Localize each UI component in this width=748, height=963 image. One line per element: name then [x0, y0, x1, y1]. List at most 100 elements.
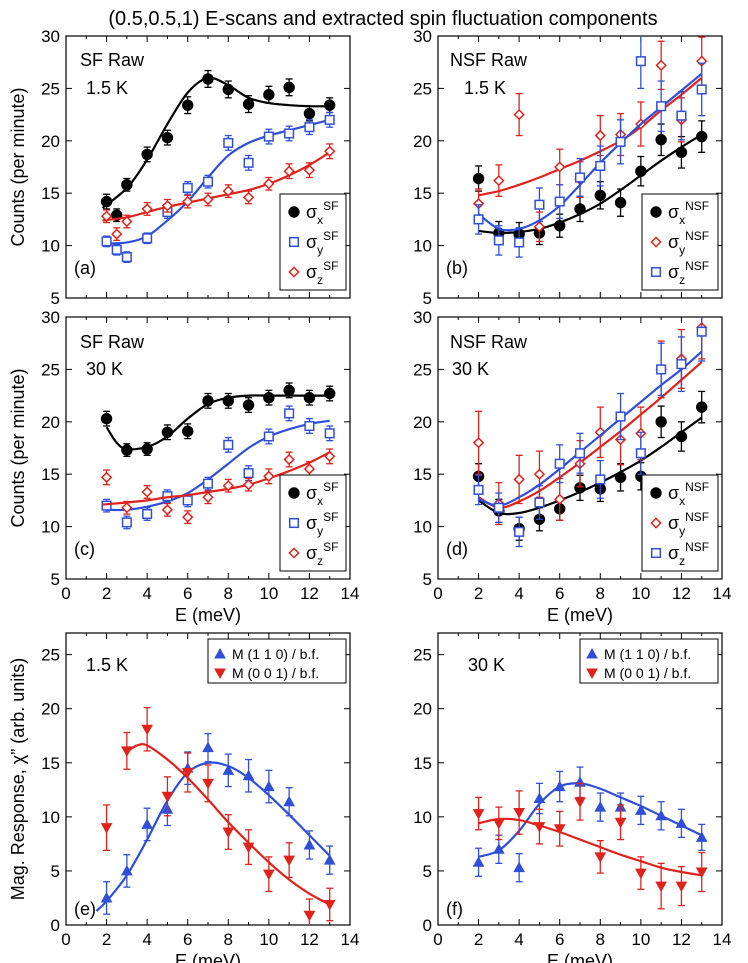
y-tick-label: 10: [41, 808, 60, 827]
data-point: [100, 471, 113, 484]
data-point: [223, 439, 234, 450]
y-tick-label: 30: [41, 308, 60, 327]
data-point: [263, 470, 275, 482]
data-point: [263, 780, 275, 792]
panel-annotation: 1.5 K: [86, 655, 128, 675]
legend-marker: [288, 206, 300, 218]
data-point: [595, 474, 606, 485]
x-tick-label: 14: [713, 584, 732, 603]
x-tick-label: 0: [61, 584, 70, 603]
data-point: [263, 391, 275, 404]
panel-annotation: 1.5 K: [464, 78, 506, 98]
data-point: [614, 196, 627, 209]
data-point: [283, 795, 295, 807]
chart-panel-e: 0 2 4 6 8 10 12 14 0 5 10 15 20 25 E (meV) Mag. Respons…: [8, 632, 359, 963]
x-tick-label: 2: [102, 930, 111, 949]
data-point: [615, 411, 626, 422]
data-point: [614, 817, 627, 829]
legend-marker: [288, 487, 300, 499]
data-point: [533, 468, 546, 480]
y-tick-label: 5: [51, 862, 60, 881]
data-point: [675, 430, 688, 443]
data-point: [594, 189, 606, 201]
x-tick-label: 0: [61, 930, 70, 949]
data-point: [202, 778, 214, 790]
data-point: [513, 808, 525, 819]
plot-frame: [437, 316, 723, 580]
panel-label: (d): [446, 539, 468, 559]
data-point: [242, 842, 255, 854]
data-point: [202, 193, 214, 206]
data-point: [635, 448, 646, 459]
y-tick-label: 25: [41, 360, 60, 379]
data-point: [324, 99, 336, 111]
data-point: [493, 818, 505, 830]
legend-entry: M (0 0 1) / b.f.: [604, 665, 691, 681]
plot-area: [472, 36, 708, 258]
x-tick-label: 8: [224, 930, 233, 949]
data-point: [202, 478, 214, 489]
data-point: [111, 244, 122, 255]
data-point: [324, 145, 336, 157]
chart-panel-a: 5 10 15 20 25 30 Counts (per minute) SF Raw 1.5 …: [8, 27, 351, 308]
data-point: [263, 88, 275, 101]
data-point: [161, 200, 174, 212]
data-point: [182, 195, 194, 208]
y-tick-label: 5: [423, 570, 432, 589]
data-point: [533, 792, 546, 803]
data-point: [574, 203, 586, 215]
data-point: [675, 817, 688, 828]
data-point: [574, 448, 586, 459]
panel-label: (e): [74, 899, 96, 919]
panel-annotation: 30 K: [452, 359, 489, 379]
x-axis-label: E (meV): [175, 605, 241, 625]
data-point: [100, 823, 113, 834]
y-tick-label: 20: [413, 413, 432, 432]
data-point: [283, 855, 295, 867]
data-point: [472, 809, 485, 820]
data-point: [121, 746, 133, 757]
data-point: [100, 195, 113, 208]
data-point: [554, 458, 565, 469]
y-tick-label: 20: [41, 132, 60, 151]
y-axis-label: Counts (per minute): [8, 87, 28, 246]
data-point: [533, 822, 546, 833]
data-point: [182, 182, 193, 194]
data-point: [304, 122, 315, 133]
data-point: [222, 185, 234, 197]
data-point: [553, 824, 566, 835]
chart-panel-d: 0 2 4 6 8 10 12 14 5 10 15 20 25 30 E (meV) NSF Raw 30 K…: [413, 308, 732, 625]
data-point: [303, 463, 316, 475]
data-point: [223, 137, 234, 148]
data-point: [655, 59, 667, 72]
y-tick-label: 15: [41, 465, 60, 484]
fit-curve: [106, 419, 330, 512]
plot-frame: [65, 632, 351, 926]
data-point: [100, 412, 113, 425]
fit-curve: [102, 451, 331, 506]
data-point: [513, 108, 525, 121]
legend-marker: [650, 206, 662, 218]
x-tick-label: 12: [300, 584, 319, 603]
legend-entry: M (0 0 1) / b.f.: [232, 665, 319, 681]
x-axis-label: E (meV): [547, 605, 613, 625]
y-tick-label: 10: [413, 808, 432, 827]
data-point: [303, 391, 316, 404]
data-point: [284, 128, 295, 139]
data-point: [614, 471, 627, 484]
data-point: [696, 401, 708, 413]
data-point: [141, 203, 153, 215]
x-tick-label: 12: [672, 930, 691, 949]
data-point: [635, 165, 647, 177]
legend-marker: [288, 236, 300, 248]
plot-frame: [437, 35, 723, 299]
chart-panel-c: 0 2 4 6 8 10 12 14 5 10 15 20 25 30 E (meV) Counts (per…: [8, 308, 359, 625]
data-point: [161, 426, 174, 438]
data-point: [101, 236, 112, 247]
x-tick-label: 8: [596, 930, 605, 949]
data-point: [554, 196, 565, 207]
